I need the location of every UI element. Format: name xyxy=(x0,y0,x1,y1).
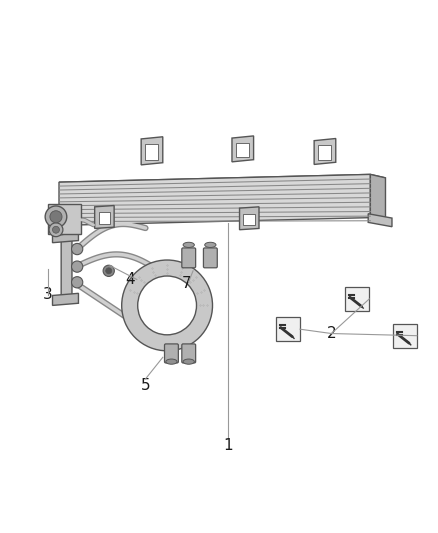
FancyBboxPatch shape xyxy=(165,344,178,363)
Bar xyxy=(244,214,255,225)
Polygon shape xyxy=(141,137,163,165)
FancyBboxPatch shape xyxy=(182,248,196,268)
Polygon shape xyxy=(314,139,336,165)
Bar xyxy=(236,143,249,157)
Ellipse shape xyxy=(166,359,177,364)
Circle shape xyxy=(50,211,62,223)
Circle shape xyxy=(106,268,112,274)
Ellipse shape xyxy=(183,243,194,247)
Polygon shape xyxy=(61,236,72,301)
Text: 7: 7 xyxy=(182,276,191,292)
Polygon shape xyxy=(371,174,385,221)
Bar xyxy=(393,324,417,348)
Ellipse shape xyxy=(205,243,216,247)
Text: 4: 4 xyxy=(126,272,135,287)
Bar xyxy=(318,146,332,160)
Circle shape xyxy=(49,223,63,237)
Polygon shape xyxy=(95,206,114,229)
Text: 2: 2 xyxy=(327,326,336,341)
Bar xyxy=(48,204,81,234)
Bar xyxy=(276,317,300,341)
Polygon shape xyxy=(240,207,259,230)
Text: 1: 1 xyxy=(223,439,233,454)
Bar xyxy=(99,212,110,224)
Circle shape xyxy=(103,265,114,277)
Bar xyxy=(145,144,159,160)
Polygon shape xyxy=(53,232,78,243)
FancyBboxPatch shape xyxy=(182,344,196,363)
Bar xyxy=(346,287,369,311)
Circle shape xyxy=(71,277,83,288)
Polygon shape xyxy=(53,293,78,305)
Polygon shape xyxy=(59,174,371,225)
Polygon shape xyxy=(232,136,254,162)
Circle shape xyxy=(71,244,83,255)
Text: 3: 3 xyxy=(43,287,53,302)
Ellipse shape xyxy=(183,359,194,364)
Polygon shape xyxy=(59,174,385,185)
Circle shape xyxy=(71,261,83,272)
Circle shape xyxy=(45,206,67,228)
Text: 5: 5 xyxy=(141,378,150,393)
FancyBboxPatch shape xyxy=(203,248,217,268)
Polygon shape xyxy=(368,214,392,227)
Circle shape xyxy=(53,227,60,233)
